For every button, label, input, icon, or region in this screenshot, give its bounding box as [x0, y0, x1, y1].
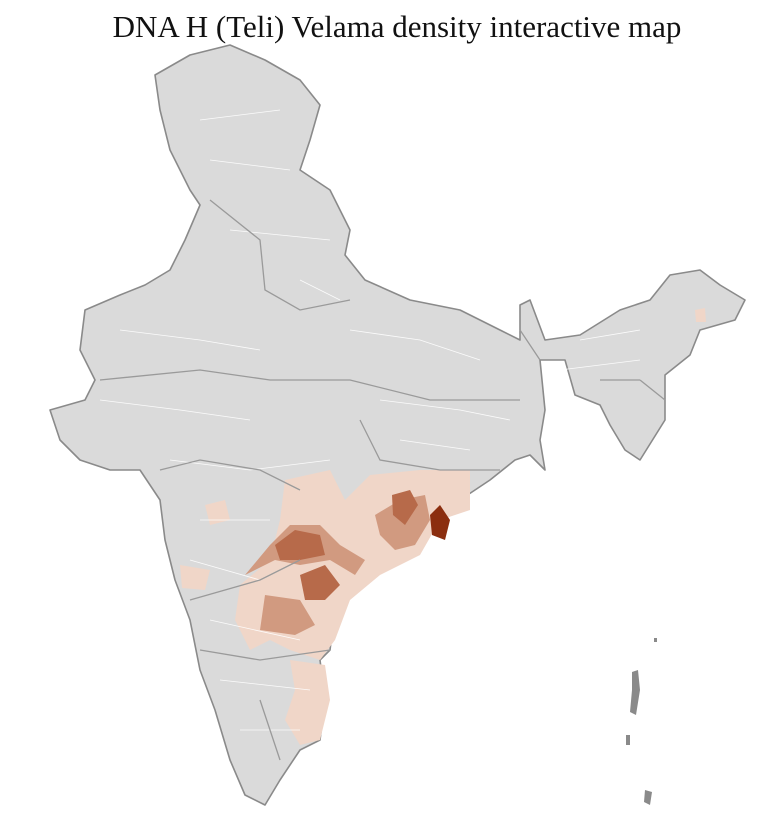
region-light — [180, 565, 210, 590]
region-dark — [300, 565, 340, 600]
island — [630, 670, 640, 715]
region-light — [205, 500, 230, 525]
boundaries — [99, 109, 666, 761]
region-darkest — [430, 505, 450, 540]
region-light — [285, 660, 330, 745]
map-title: DNA H (Teli) Velama density interactive … — [113, 9, 682, 44]
region-dark — [275, 530, 325, 560]
islands — [626, 638, 657, 805]
state-lines — [99, 199, 666, 761]
island — [626, 735, 630, 745]
island — [644, 790, 652, 805]
region-light — [695, 308, 706, 322]
country — [49, 44, 746, 806]
region-medium — [260, 595, 315, 635]
island — [654, 638, 657, 642]
density-regions — [180, 308, 706, 745]
region-dark — [392, 490, 418, 525]
india-outline — [49, 44, 746, 806]
